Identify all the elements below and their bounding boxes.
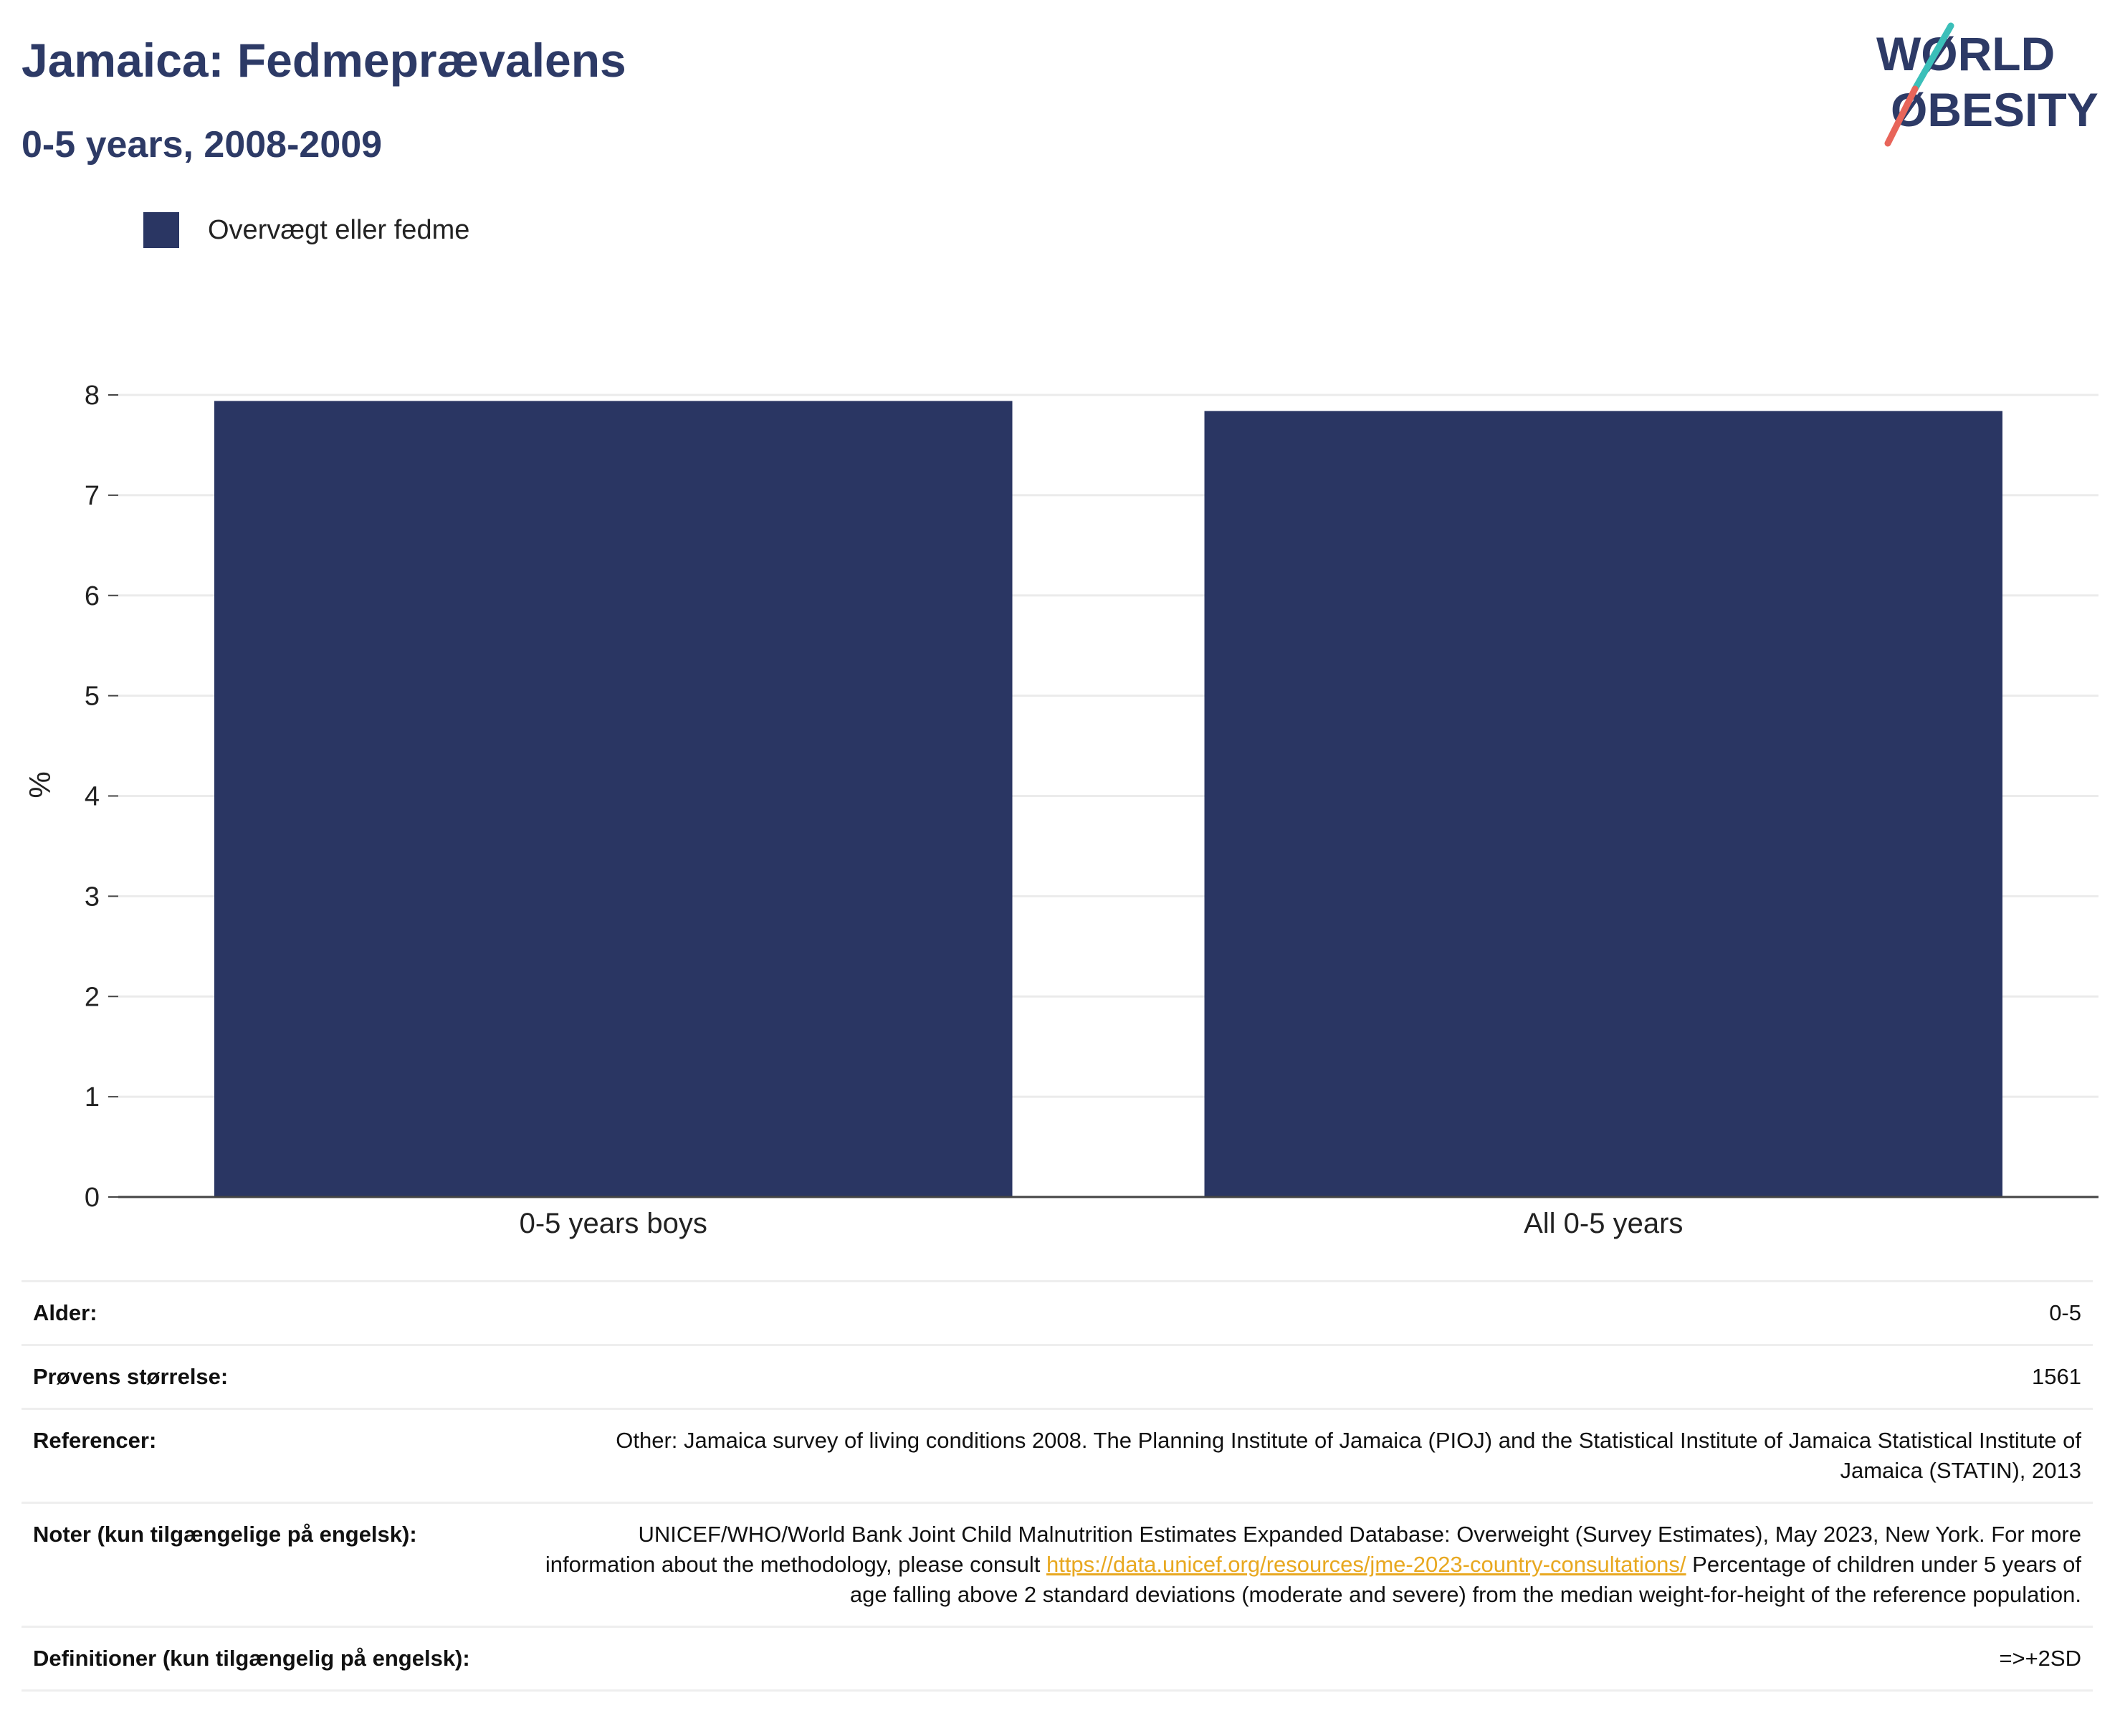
logo-text-line2: ØBESITY — [1891, 83, 2098, 136]
x-tick-label: All 0-5 years — [1524, 1208, 1683, 1239]
meta-value: Other: Jamaica survey of living conditio… — [616, 1428, 2081, 1483]
meta-key: Referencer: — [33, 1428, 157, 1453]
y-tick-label: 3 — [85, 882, 100, 912]
meta-row-sample-size: Prøvens størrelse: 1561 — [22, 1344, 2093, 1408]
meta-row-notes: Noter (kun tilgængelige på engelsk): UNI… — [22, 1502, 2093, 1626]
meta-value: UNICEF/WHO/World Bank Joint Child Malnut… — [533, 1520, 2081, 1610]
world-obesity-logo: WØRLD ØBESITY — [1876, 22, 2098, 147]
page-subtitle: 0-5 years, 2008-2009 — [22, 124, 383, 166]
logo-slash-teal — [1911, 22, 1954, 92]
metadata-table: Alder: 0-5 Prøvens størrelse: 1561 Refer… — [22, 1280, 2093, 1692]
bar-chart: 0 1 2 3 4 5 6 7 8 0-5 years boys All 0-5 years % — [23, 381, 2098, 1239]
meta-key: Noter (kun tilgængelige på engelsk): — [33, 1522, 417, 1547]
y-axis-title: % — [23, 771, 57, 798]
x-tick-label: 0-5 years boys — [520, 1208, 707, 1239]
axes: 0 1 2 3 4 5 6 7 8 0-5 years boys All 0-5 years — [85, 381, 2098, 1239]
chart-legend: Overvægt eller fedme — [143, 212, 469, 248]
y-tick-label: 8 — [85, 381, 100, 411]
y-tick-label: 5 — [85, 682, 100, 712]
meta-key: Prøvens størrelse: — [33, 1364, 229, 1389]
legend-label: Overvægt eller fedme — [208, 214, 470, 245]
y-tick-label: 6 — [85, 581, 100, 611]
bar — [1204, 411, 2002, 1197]
bar — [214, 401, 1013, 1197]
meta-key: Alder: — [33, 1300, 97, 1325]
y-tick-label: 1 — [85, 1082, 100, 1112]
y-tick-label: 4 — [85, 782, 100, 812]
meta-row-references: Referencer: Other: Jamaica survey of liv… — [22, 1408, 2093, 1502]
meta-value: 0-5 — [2049, 1300, 2081, 1325]
notes-text: UNICEF/WHO/World Bank Joint Child Malnut… — [545, 1522, 2081, 1577]
page-title: Jamaica: Fedmeprævalens — [22, 34, 626, 87]
meta-value: 1561 — [2032, 1364, 2081, 1389]
meta-key: Definitioner (kun tilgængelig på engelsk… — [33, 1646, 470, 1671]
logo-text-line1: WØRLD — [1876, 27, 2055, 80]
y-tick-label: 0 — [85, 1183, 100, 1213]
meta-row-age: Alder: 0-5 — [22, 1280, 2093, 1344]
meta-value: =>+2SD — [1999, 1646, 2081, 1671]
logo-slash-coral — [1884, 85, 1919, 147]
methodology-link[interactable]: https://data.unicef.org/resources/jme-20… — [1046, 1552, 1686, 1577]
notes-text: Percentage of children under 5 years of … — [849, 1552, 2081, 1607]
meta-row-definitions: Definitioner (kun tilgængelig på engelsk… — [22, 1626, 2093, 1692]
y-tick-label: 7 — [85, 481, 100, 511]
legend-swatch — [143, 212, 179, 248]
y-tick-label: 2 — [85, 982, 100, 1012]
bars — [214, 401, 2002, 1197]
